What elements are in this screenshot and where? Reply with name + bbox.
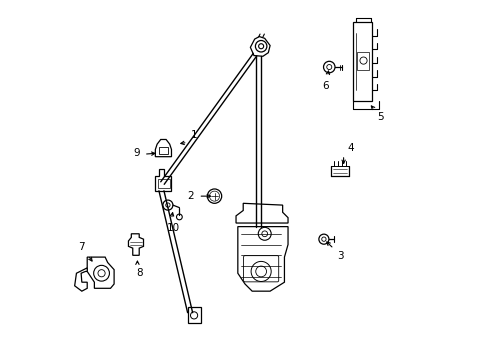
Circle shape	[322, 237, 326, 241]
Bar	[357, 51, 368, 69]
Circle shape	[259, 44, 264, 49]
Circle shape	[166, 203, 170, 207]
Circle shape	[323, 61, 335, 73]
Text: 9: 9	[134, 148, 140, 158]
Polygon shape	[155, 139, 172, 157]
Circle shape	[251, 261, 271, 282]
Circle shape	[176, 214, 182, 220]
Circle shape	[210, 191, 220, 201]
Circle shape	[191, 312, 197, 319]
Circle shape	[360, 57, 367, 64]
Circle shape	[98, 270, 105, 277]
Text: 8: 8	[136, 268, 143, 278]
Bar	[353, 22, 372, 101]
Circle shape	[211, 193, 218, 200]
Circle shape	[256, 266, 267, 277]
Circle shape	[258, 227, 271, 240]
Polygon shape	[87, 257, 114, 288]
FancyBboxPatch shape	[244, 256, 279, 282]
Text: 5: 5	[378, 112, 384, 122]
Text: 7: 7	[78, 242, 84, 252]
Polygon shape	[250, 37, 270, 56]
Bar	[188, 307, 200, 323]
Text: 2: 2	[188, 191, 194, 201]
Circle shape	[319, 234, 329, 244]
Text: 1: 1	[191, 130, 198, 140]
Polygon shape	[128, 234, 144, 255]
Text: 6: 6	[322, 81, 329, 91]
Circle shape	[255, 41, 267, 52]
Polygon shape	[238, 226, 288, 291]
Text: 3: 3	[338, 251, 344, 261]
Polygon shape	[155, 169, 172, 191]
Polygon shape	[74, 268, 87, 291]
Polygon shape	[236, 203, 288, 223]
Bar	[159, 147, 168, 154]
Bar	[158, 179, 170, 188]
Text: 4: 4	[347, 143, 354, 153]
Text: 10: 10	[167, 223, 180, 233]
Circle shape	[94, 265, 109, 281]
Circle shape	[163, 200, 173, 210]
Circle shape	[262, 231, 268, 237]
Circle shape	[207, 189, 221, 203]
Circle shape	[327, 64, 332, 69]
